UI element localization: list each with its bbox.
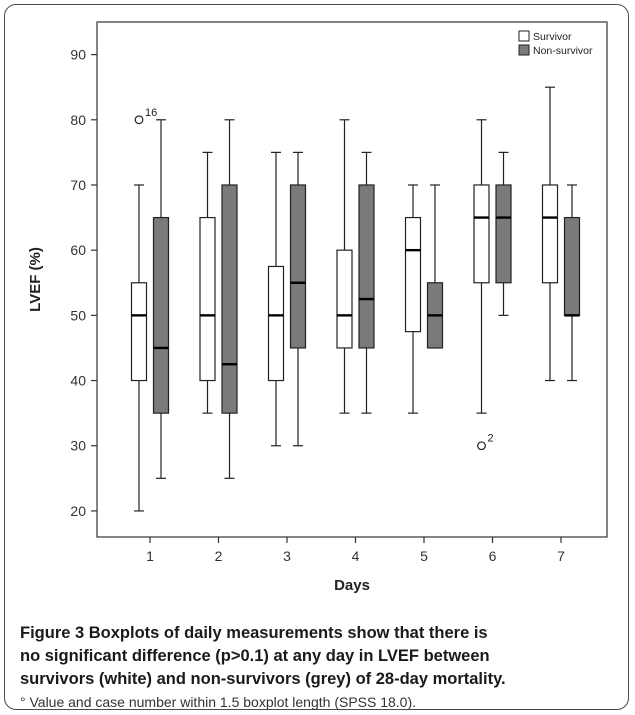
x-axis-title: Days [334, 577, 370, 594]
box-survivor-day-3 [267, 265, 285, 382]
legend-label: Non-survivor [533, 45, 593, 57]
x-tick-label: 7 [557, 548, 565, 564]
y-tick-label: 90 [70, 47, 86, 63]
legend-swatch [518, 30, 530, 42]
boxplot-chart: 20 30 40 50 60 70 80 90 1 2 3 4 5 6 7 Days LVEF (%) 16 2 Su… [27, 21, 608, 594]
outlier-marker [477, 441, 486, 451]
legend-label: Survivor [533, 31, 572, 43]
x-tick-label: 2 [215, 548, 223, 564]
x-tick-label: 6 [489, 548, 497, 564]
caption-line-1: Figure 3 Boxplots of daily measurements … [20, 624, 488, 642]
box-survivor-day-7 [541, 184, 559, 284]
box-survivor-day-2 [199, 216, 216, 382]
x-tick-label: 5 [420, 548, 428, 564]
box-survivor-day-5 [404, 216, 422, 333]
x-tick-label: 3 [283, 548, 291, 564]
x-tick-label: 1 [146, 548, 154, 564]
caption-note: ° Value and case number within 1.5 boxpl… [20, 694, 417, 710]
outlier-label: 2 [488, 433, 494, 445]
y-tick-label: 50 [70, 307, 86, 323]
y-tick-label: 60 [70, 242, 86, 258]
y-tick-label: 80 [70, 112, 86, 128]
y-tick-label: 30 [70, 438, 86, 454]
outlier-marker [134, 115, 144, 125]
box-survivor-day-6 [473, 184, 490, 284]
box-survivor-day-1 [130, 282, 148, 382]
legend-swatch [518, 44, 530, 56]
box-non-survivor-day-7 [563, 216, 581, 316]
box-survivor-day-4 [336, 249, 353, 349]
figure-caption: Figure 3 Boxplots of daily measurements … [20, 622, 620, 712]
figure-frame [4, 4, 629, 710]
y-tick-label: 20 [70, 503, 86, 519]
y-axis-title: LVEF (%) [27, 247, 44, 312]
plot-area [96, 21, 608, 538]
x-tick-label: 4 [352, 548, 360, 564]
y-tick-label: 70 [70, 177, 86, 193]
box-non-survivor-day-3 [289, 184, 307, 349]
outlier-label: 16 [145, 107, 157, 119]
box-non-survivor-day-4 [358, 184, 375, 349]
box-non-survivor-day-2 [221, 184, 238, 414]
caption-line-3: survivors (white) and non-survivors (gre… [20, 670, 506, 688]
box-non-survivor-day-1 [152, 216, 170, 414]
caption-line-2: no significant difference (p>0.1) at any… [20, 647, 490, 665]
y-tick-label: 40 [70, 373, 86, 389]
box-non-survivor-day-6 [495, 184, 512, 284]
